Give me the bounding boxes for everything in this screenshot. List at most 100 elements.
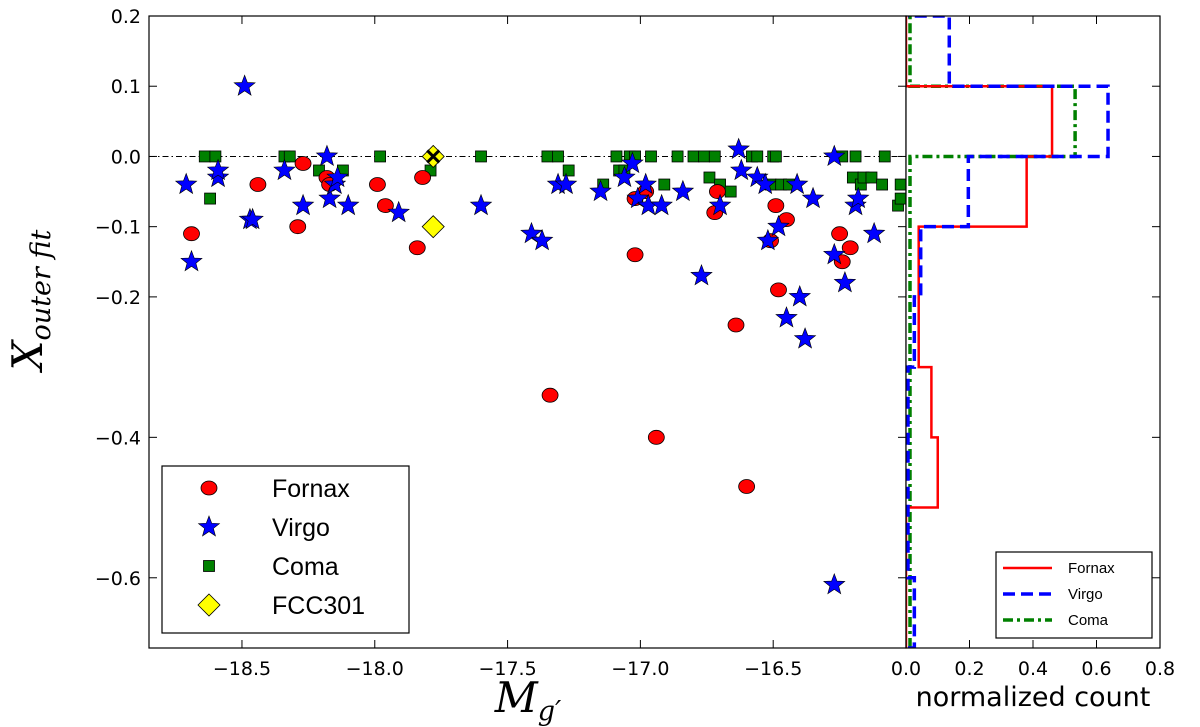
virgo-point (469, 193, 493, 216)
fornax-point (738, 479, 756, 494)
hist-x-tick-label: 0.0 (891, 658, 921, 680)
virgo-point (862, 221, 886, 244)
virgo-point (775, 306, 798, 328)
coma-point (475, 150, 487, 163)
coma-point (849, 150, 862, 163)
virgo-point (767, 214, 790, 237)
virgo-point (634, 172, 657, 195)
fornax-point (709, 184, 726, 199)
coma-point (610, 150, 623, 163)
virgo-point (756, 228, 780, 251)
y-tick-label: −0.1 (95, 217, 141, 239)
y-axis-title: Xouter fit (3, 229, 57, 373)
fcc301-cross-marker (426, 149, 441, 164)
fornax-point (183, 226, 200, 242)
y-tick-label: 0.1 (111, 76, 141, 98)
fornax-point (647, 429, 665, 445)
virgo-point (788, 285, 812, 307)
x-axis-title-subscript: g′ (538, 696, 561, 727)
fornax-point (408, 240, 426, 256)
coma-point (658, 178, 671, 191)
x-tick-label: −16.5 (744, 658, 802, 680)
x-tick-label: −17.0 (611, 658, 669, 680)
fornax-point (369, 177, 386, 192)
hist-x-tick-label: 0.8 (1145, 658, 1175, 680)
coma-point (894, 178, 906, 191)
y-tick-label: 0.0 (111, 146, 141, 168)
fornax-point (294, 156, 312, 171)
coma-point (552, 150, 564, 163)
scatter-legend: Fornax Virgo Coma FCC301 (161, 465, 410, 634)
coma-point (703, 171, 716, 184)
series-virgo (174, 74, 886, 595)
virgo-point (621, 151, 644, 174)
virgo-point (801, 186, 825, 209)
coma-point (283, 150, 296, 163)
coma-point (204, 192, 216, 205)
virgo-point (589, 179, 612, 202)
coma-point (687, 150, 700, 163)
virgo-point (613, 165, 636, 188)
fornax-point (249, 177, 267, 192)
hist-legend-fornax-label: Fornax (1068, 560, 1115, 577)
coma-point (769, 150, 782, 163)
fornax-point (770, 282, 787, 298)
virgo-point (174, 172, 198, 195)
virgo-point (273, 158, 296, 181)
coma-point (708, 150, 721, 163)
coma-point (698, 150, 711, 163)
virgo-point (291, 193, 315, 216)
virgo-point (326, 165, 349, 188)
coma-point (894, 192, 906, 205)
y-axis-title-main: X (3, 338, 52, 373)
y-tick-label: −0.6 (95, 568, 141, 590)
legend-coma-label: Coma (272, 553, 339, 581)
virgo-point (708, 193, 732, 216)
fornax-point (541, 387, 559, 403)
coma-point (209, 150, 222, 163)
virgo-point (727, 137, 750, 160)
virgo-point (520, 221, 543, 244)
fornax-point (414, 170, 431, 185)
legend-fcc301-label: FCC301 (272, 592, 365, 620)
x-tick-label: −18.5 (213, 658, 271, 680)
coma-point (724, 185, 737, 198)
virgo-point (793, 327, 817, 349)
legend-fornax-label: Fornax (272, 475, 350, 503)
hist-legend-virgo-label: Virgo (1068, 586, 1103, 603)
virgo-point (626, 186, 650, 209)
fornax-point (289, 219, 307, 235)
coma-point (198, 150, 211, 163)
coma-point (876, 178, 888, 191)
histogram-frame (905, 15, 1161, 649)
coma-point (541, 150, 554, 163)
coma-point (865, 171, 878, 184)
legend-fornax-marker (200, 480, 218, 496)
histogram-coma-step (908, 16, 1077, 648)
virgo-point (206, 158, 230, 181)
hist-x-tick-label: 0.6 (1081, 658, 1111, 680)
virgo-point (233, 74, 256, 96)
virgo-point (730, 158, 753, 181)
histogram-fornax-step (906, 16, 1054, 648)
virgo-point (671, 179, 695, 202)
x-tick-label: −18.0 (346, 658, 404, 680)
virgo-point (846, 186, 870, 209)
virgo-point (753, 172, 777, 195)
virgo-point (315, 144, 339, 167)
fornax-point (767, 198, 785, 214)
virgo-point (690, 263, 713, 286)
fornax-point (831, 226, 848, 242)
y-tick-label: 0.2 (111, 6, 141, 28)
fcc301-point (421, 215, 445, 239)
histogram-legend: Fornax Virgo Coma (995, 551, 1153, 639)
histogram-plot-area (906, 16, 1160, 648)
hist-x-tick-label: 0.2 (954, 658, 984, 680)
scatter-points (174, 74, 906, 595)
y-tick-label: −0.2 (95, 287, 141, 309)
virgo-point (241, 207, 264, 230)
virgo-point (823, 144, 846, 167)
virgo-point (336, 193, 360, 216)
